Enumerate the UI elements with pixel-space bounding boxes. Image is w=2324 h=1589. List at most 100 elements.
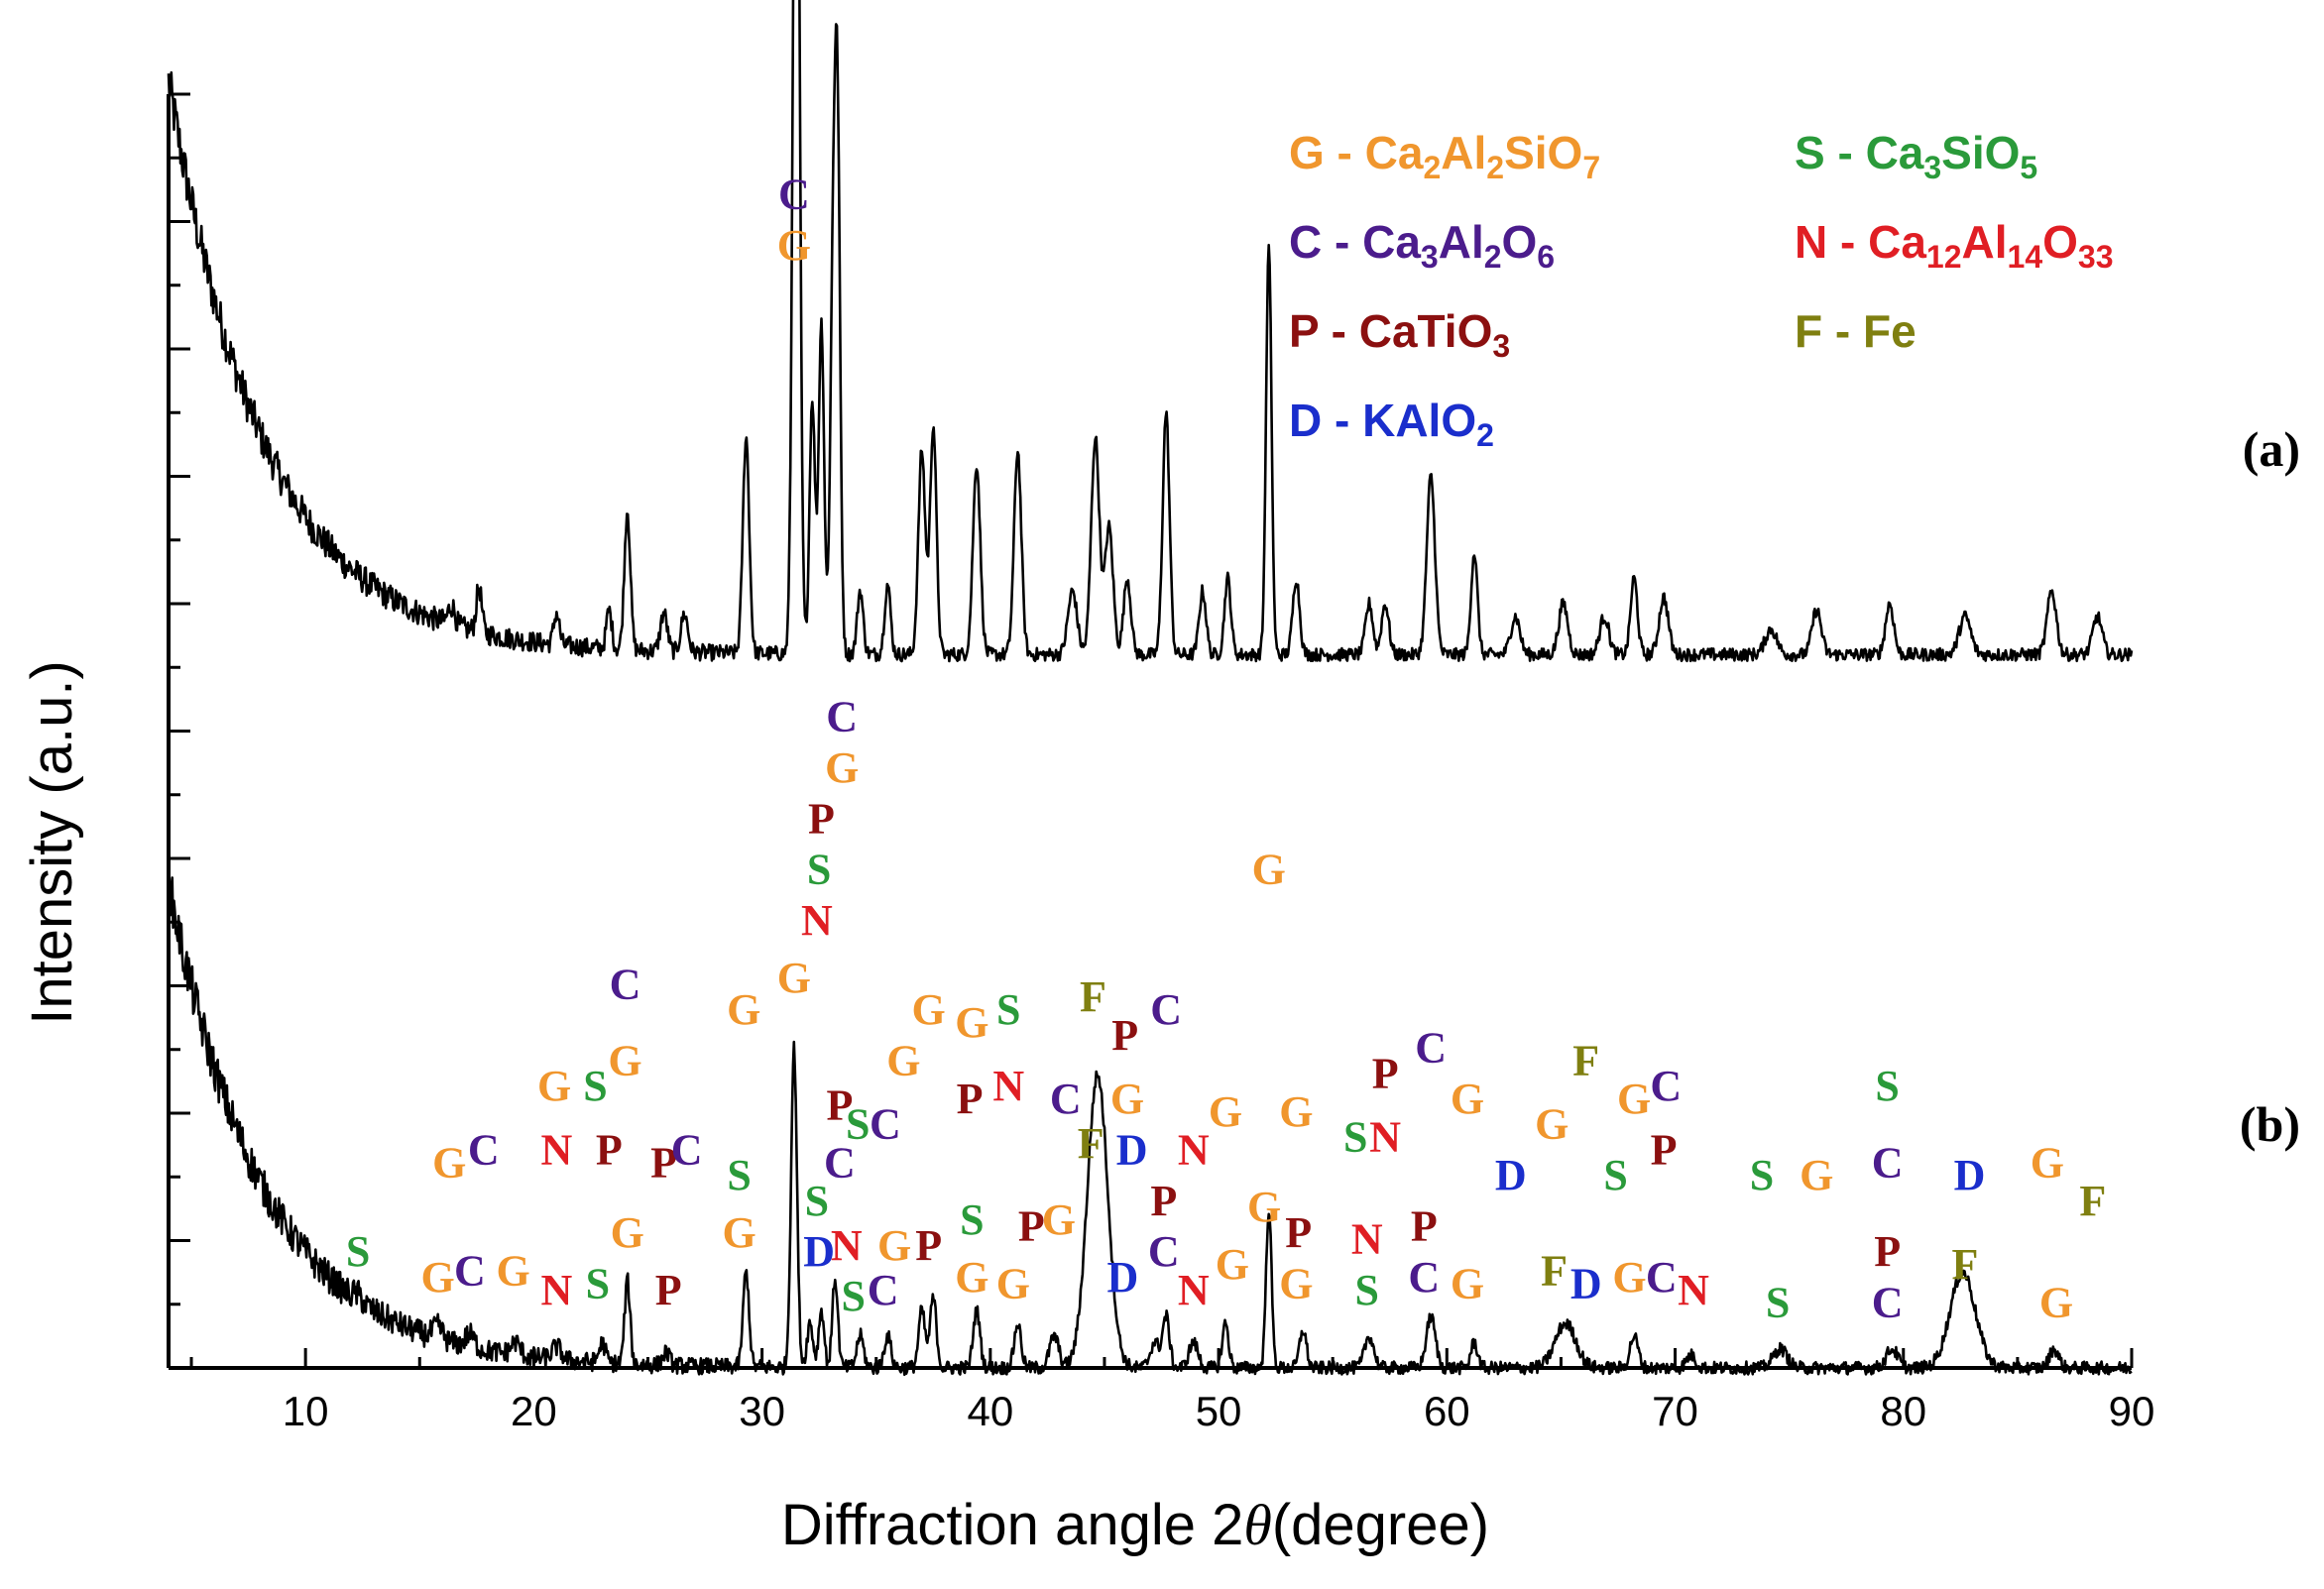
legend-entry-D: D - KAlO2 (1289, 395, 1494, 453)
x-tick-label: 10 (283, 1388, 329, 1434)
peak-label-S: S (583, 1062, 607, 1110)
peak-label-F: F (1572, 1036, 1599, 1084)
peak-label-P: P (1285, 1208, 1312, 1257)
peak-label-G: G (1617, 1075, 1651, 1123)
peak-label-C: C (824, 1138, 856, 1187)
peak-label-P: P (826, 1080, 853, 1129)
peak-label-S: S (996, 985, 1020, 1034)
legend-entry-S: S - Ca3SiO5 (1795, 127, 2037, 185)
peak-label-G: G (1451, 1259, 1484, 1307)
peak-label-C: C (1408, 1253, 1440, 1302)
x-tick-label: 90 (2109, 1388, 2155, 1434)
peak-label-P: P (1150, 1177, 1177, 1225)
peak-label-S: S (1750, 1151, 1774, 1199)
x-tick-label: 50 (1196, 1388, 1242, 1434)
peak-label-F: F (1078, 1119, 1104, 1168)
peak-label-G: G (996, 1259, 1030, 1307)
peak-label-G: G (1279, 1087, 1313, 1136)
peak-label-S: S (1343, 1113, 1367, 1162)
peak-label-S: S (805, 1177, 829, 1225)
peak-label-N: N (1369, 1113, 1401, 1162)
peak-label-C: C (1646, 1253, 1678, 1302)
x-tick-label: 70 (1652, 1388, 1698, 1434)
peak-label-G: G (421, 1253, 455, 1302)
peak-label-S: S (846, 1100, 870, 1149)
peak-label-C: C (1148, 1227, 1180, 1276)
legend-entry-P: P - CaTiO3 (1289, 305, 1510, 364)
peak-label-G: G (2031, 1138, 2064, 1187)
peak-label-G: G (825, 743, 859, 792)
peak-label-S: S (586, 1259, 610, 1307)
peak-label-P: P (808, 794, 835, 843)
peak-label-G: G (955, 1253, 988, 1302)
peak-label-G: G (1612, 1253, 1646, 1302)
peak-label-N: N (1178, 1266, 1210, 1314)
legend-entry-F: F - Fe (1795, 305, 1917, 357)
peak-label-C: C (610, 960, 641, 1008)
peak-label-C: C (778, 170, 810, 219)
peak-label-C: C (671, 1125, 703, 1174)
peak-label-P: P (1651, 1125, 1678, 1174)
peak-label-D: D (1106, 1253, 1138, 1302)
peak-label-S: S (1875, 1062, 1899, 1110)
peak-label-C: C (826, 693, 858, 741)
peak-label-S: S (346, 1227, 370, 1276)
peak-label-P: P (1874, 1227, 1901, 1276)
peak-label-D: D (803, 1227, 835, 1276)
curve-labels: (a) (b) (2240, 421, 2300, 1152)
peak-label-G: G (727, 985, 760, 1034)
peak-label-N: N (1678, 1266, 1709, 1314)
peak-label-G: G (537, 1062, 571, 1110)
peak-label-P: P (957, 1075, 984, 1123)
peak-label-C: C (1872, 1138, 1904, 1187)
peak-label-G: G (1110, 1075, 1144, 1123)
peak-label-N: N (801, 896, 833, 945)
peak-label-S: S (727, 1151, 751, 1199)
legend: G - Ca2Al2SiO7 S - Ca3SiO5 C - Ca3Al2O6 N -… (1289, 127, 2113, 453)
curve-label-b: (b) (2240, 1096, 2300, 1152)
peak-label-G: G (777, 221, 811, 270)
peak-label-C: C (454, 1246, 486, 1295)
peak-label-G: G (777, 954, 811, 1002)
peak-label-N: N (1178, 1125, 1210, 1174)
series-trace-b (167, 876, 2133, 1377)
x-axis-title-suffix: (degree) (1272, 1493, 1489, 1557)
theta-symbol: θ (1243, 1493, 1272, 1557)
peak-label-P: P (1018, 1202, 1045, 1251)
peak-label-S: S (1603, 1151, 1627, 1199)
peak-label-S: S (1766, 1279, 1790, 1327)
peak-label-F: F (1080, 972, 1106, 1021)
peak-label-C: C (468, 1125, 500, 1174)
curve-label-a: (a) (2243, 421, 2300, 477)
peak-label-G: G (497, 1246, 530, 1295)
peak-label-C: C (1415, 1024, 1447, 1073)
peak-label-P: P (596, 1125, 623, 1174)
x-axis-title-prefix: Diffraction angle 2 (781, 1493, 1243, 1557)
peak-label-D: D (1954, 1151, 1986, 1199)
peak-label-G: G (611, 1208, 644, 1257)
peak-label-N: N (831, 1221, 863, 1270)
peak-label-C: C (1050, 1075, 1082, 1123)
peak-label-C: C (868, 1266, 899, 1314)
peak-label-F: F (1541, 1246, 1568, 1295)
peak-label-F: F (1951, 1240, 1978, 1289)
peak-label-C: C (1650, 1062, 1682, 1110)
peak-label-G: G (1042, 1195, 1076, 1244)
peak-label-G: G (722, 1208, 755, 1257)
x-tick-label: 40 (967, 1388, 1013, 1434)
x-tick-label: 30 (739, 1388, 785, 1434)
peak-label-G: G (912, 985, 946, 1034)
peak-label-P: P (915, 1221, 942, 1270)
peak-label-P: P (650, 1138, 677, 1187)
peak-label-G: G (2039, 1279, 2073, 1327)
series-trace-a (167, 0, 2134, 663)
peak-label-F: F (2079, 1177, 2106, 1225)
legend-entry-C: C - Ca3Al2O6 (1289, 216, 1555, 275)
peak-label-S: S (841, 1272, 865, 1320)
x-tick-label: 20 (511, 1388, 557, 1434)
x-tick-label: 80 (1880, 1388, 1926, 1434)
peak-label-G: G (1800, 1151, 1833, 1199)
y-axis-title: Intensity (a.u.) (20, 660, 84, 1024)
